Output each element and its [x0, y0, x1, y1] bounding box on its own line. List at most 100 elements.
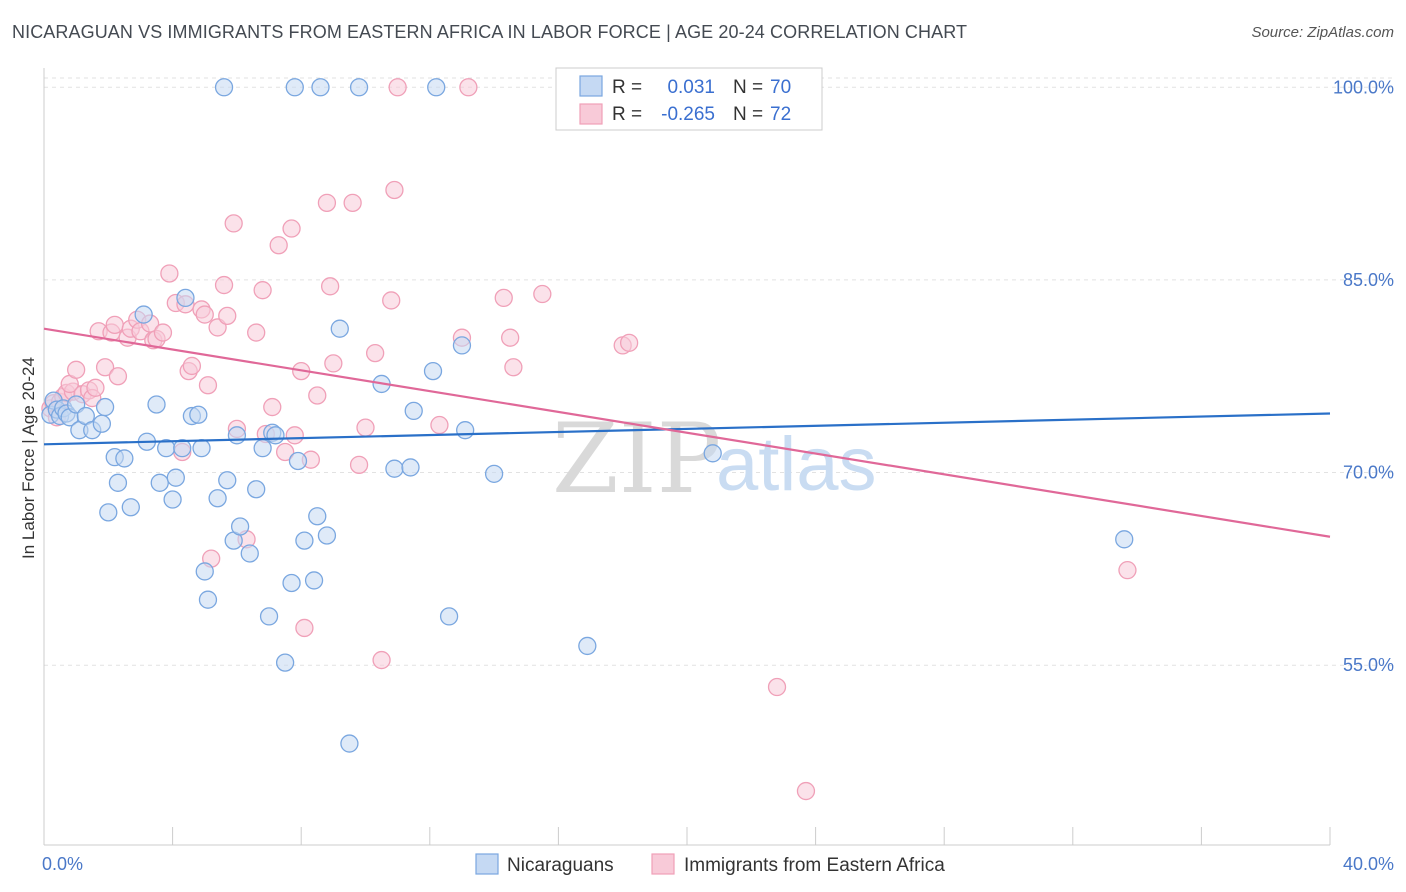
point-nicaraguans-12: [95, 397, 115, 417]
point-nicaraguans-30: [195, 562, 214, 581]
point-nicaraguans-53: [330, 319, 349, 338]
point-nicaraguans-44: [275, 653, 295, 672]
point-nicaraguans-17: [99, 503, 118, 522]
point-eastern-africa-8: [67, 360, 86, 379]
point-nicaraguans-28: [189, 405, 208, 424]
point-eastern-africa-45: [263, 397, 282, 417]
point-nicaraguans-60: [423, 361, 443, 381]
point-eastern-africa-39: [224, 214, 243, 233]
point-eastern-africa-62: [382, 291, 401, 310]
x-tick-max: 40.0%: [1343, 854, 1394, 874]
point-nicaraguans-15: [115, 449, 134, 468]
point-eastern-africa-12: [86, 378, 105, 397]
point-eastern-africa-48: [282, 219, 301, 238]
point-eastern-africa-33: [195, 305, 214, 324]
point-nicaraguans-50: [308, 507, 327, 526]
series-legend-swatch-eastern-africa: [651, 853, 675, 875]
legend-n-label-1: N =: [733, 77, 763, 98]
point-eastern-africa-53: [308, 386, 327, 405]
series-legend-label-nicaraguans: Nicaraguans: [507, 855, 614, 876]
point-eastern-africa-43: [253, 281, 272, 300]
point-eastern-africa-54: [317, 193, 337, 213]
point-eastern-africa-67: [459, 78, 478, 97]
legend-r-value-1: 0.031: [667, 77, 715, 98]
point-nicaraguans-49: [304, 571, 324, 590]
point-nicaraguans-34: [218, 471, 237, 490]
point-nicaraguans-39: [247, 480, 266, 499]
point-nicaraguans-26: [176, 288, 195, 308]
point-eastern-africa-14: [95, 358, 115, 377]
point-eastern-africa-17: [108, 367, 128, 386]
point-nicaraguans-36: [230, 517, 250, 536]
y-tick-label-3: 55.0%: [1343, 655, 1394, 675]
y-tick-labels: 100.0% 85.0% 70.0% 55.0%: [1333, 77, 1394, 675]
series-legend-label-eastern-africa: Immigrants from Eastern Africa: [684, 855, 945, 876]
point-nicaraguans-33: [214, 78, 234, 97]
legend-r-label-1: R =: [612, 77, 642, 98]
trend-line-nicaraguans: [43, 412, 1331, 446]
point-nicaraguans-11: [92, 414, 112, 433]
point-nicaraguans-54: [340, 734, 359, 753]
point-eastern-africa-70: [504, 358, 523, 377]
y-tick-label-1: 85.0%: [1343, 270, 1394, 290]
point-eastern-africa-69: [501, 328, 520, 347]
point-nicaraguans-43: [266, 426, 285, 445]
point-eastern-africa-59: [356, 418, 375, 437]
point-eastern-africa-64: [388, 78, 407, 97]
point-nicaraguans-23: [163, 490, 182, 509]
point-nicaraguans-52: [311, 78, 330, 97]
point-eastern-africa-31: [182, 356, 202, 376]
point-eastern-africa-74: [767, 677, 787, 697]
point-eastern-africa-60: [365, 343, 385, 363]
legend-swatch-nicaraguans: [579, 75, 603, 97]
point-eastern-africa-68: [494, 288, 513, 308]
y-axis-label: In Labor Force | Age 20-24: [19, 357, 38, 559]
point-eastern-africa-49: [285, 426, 304, 445]
chart-title: NICARAGUAN VS IMMIGRANTS FROM EASTERN AF…: [12, 22, 968, 42]
point-nicaraguans-63: [452, 336, 472, 355]
point-nicaraguans-32: [208, 489, 227, 508]
point-eastern-africa-71: [533, 284, 552, 304]
point-eastern-africa-76: [1118, 561, 1137, 580]
point-nicaraguans-51: [317, 526, 337, 545]
x-tick-min: 0.0%: [42, 854, 83, 874]
point-nicaraguans-69: [1115, 530, 1134, 549]
point-nicaraguans-55: [349, 78, 369, 97]
grid-lines: [44, 77, 1394, 666]
point-eastern-africa-51: [295, 618, 314, 638]
legend-n-value-2: 72: [770, 104, 791, 125]
point-eastern-africa-55: [320, 277, 340, 296]
point-nicaraguans-14: [108, 473, 128, 492]
source-label: Source: ZipAtlas.com: [1251, 24, 1394, 41]
point-eastern-africa-58: [349, 455, 369, 474]
point-eastern-africa-34: [198, 376, 218, 395]
watermark: ZIP atlas: [552, 403, 877, 515]
point-nicaraguans-18: [134, 305, 153, 324]
trend-line-eastern-africa: [43, 327, 1331, 538]
legend-n-label-2: N =: [733, 104, 763, 125]
point-nicaraguans-65: [484, 464, 504, 483]
point-eastern-africa-42: [247, 323, 266, 342]
series-legend: Nicaraguans Immigrants from Eastern Afri…: [475, 853, 945, 876]
point-eastern-africa-61: [372, 650, 391, 670]
point-nicaraguans-62: [439, 607, 459, 626]
legend-r-value-2: -0.265: [661, 104, 715, 125]
point-nicaraguans-21: [150, 473, 169, 492]
trend-lines: [43, 327, 1331, 538]
point-eastern-africa-38: [218, 306, 237, 326]
point-eastern-africa-65: [430, 415, 449, 435]
legend-r-label-2: R =: [612, 104, 642, 125]
point-nicaraguans-25: [173, 439, 192, 458]
point-nicaraguans-46: [285, 78, 304, 97]
point-nicaraguans-59: [404, 401, 423, 421]
point-eastern-africa-26: [160, 264, 179, 283]
legend-n-value-1: 70: [770, 77, 791, 98]
point-eastern-africa-46: [269, 236, 288, 255]
axes: [43, 68, 1331, 846]
point-nicaraguans-40: [253, 439, 272, 458]
watermark-zip: ZIP: [552, 403, 721, 515]
point-nicaraguans-67: [703, 444, 722, 463]
point-nicaraguans-31: [198, 590, 218, 609]
point-nicaraguans-48: [295, 531, 314, 550]
